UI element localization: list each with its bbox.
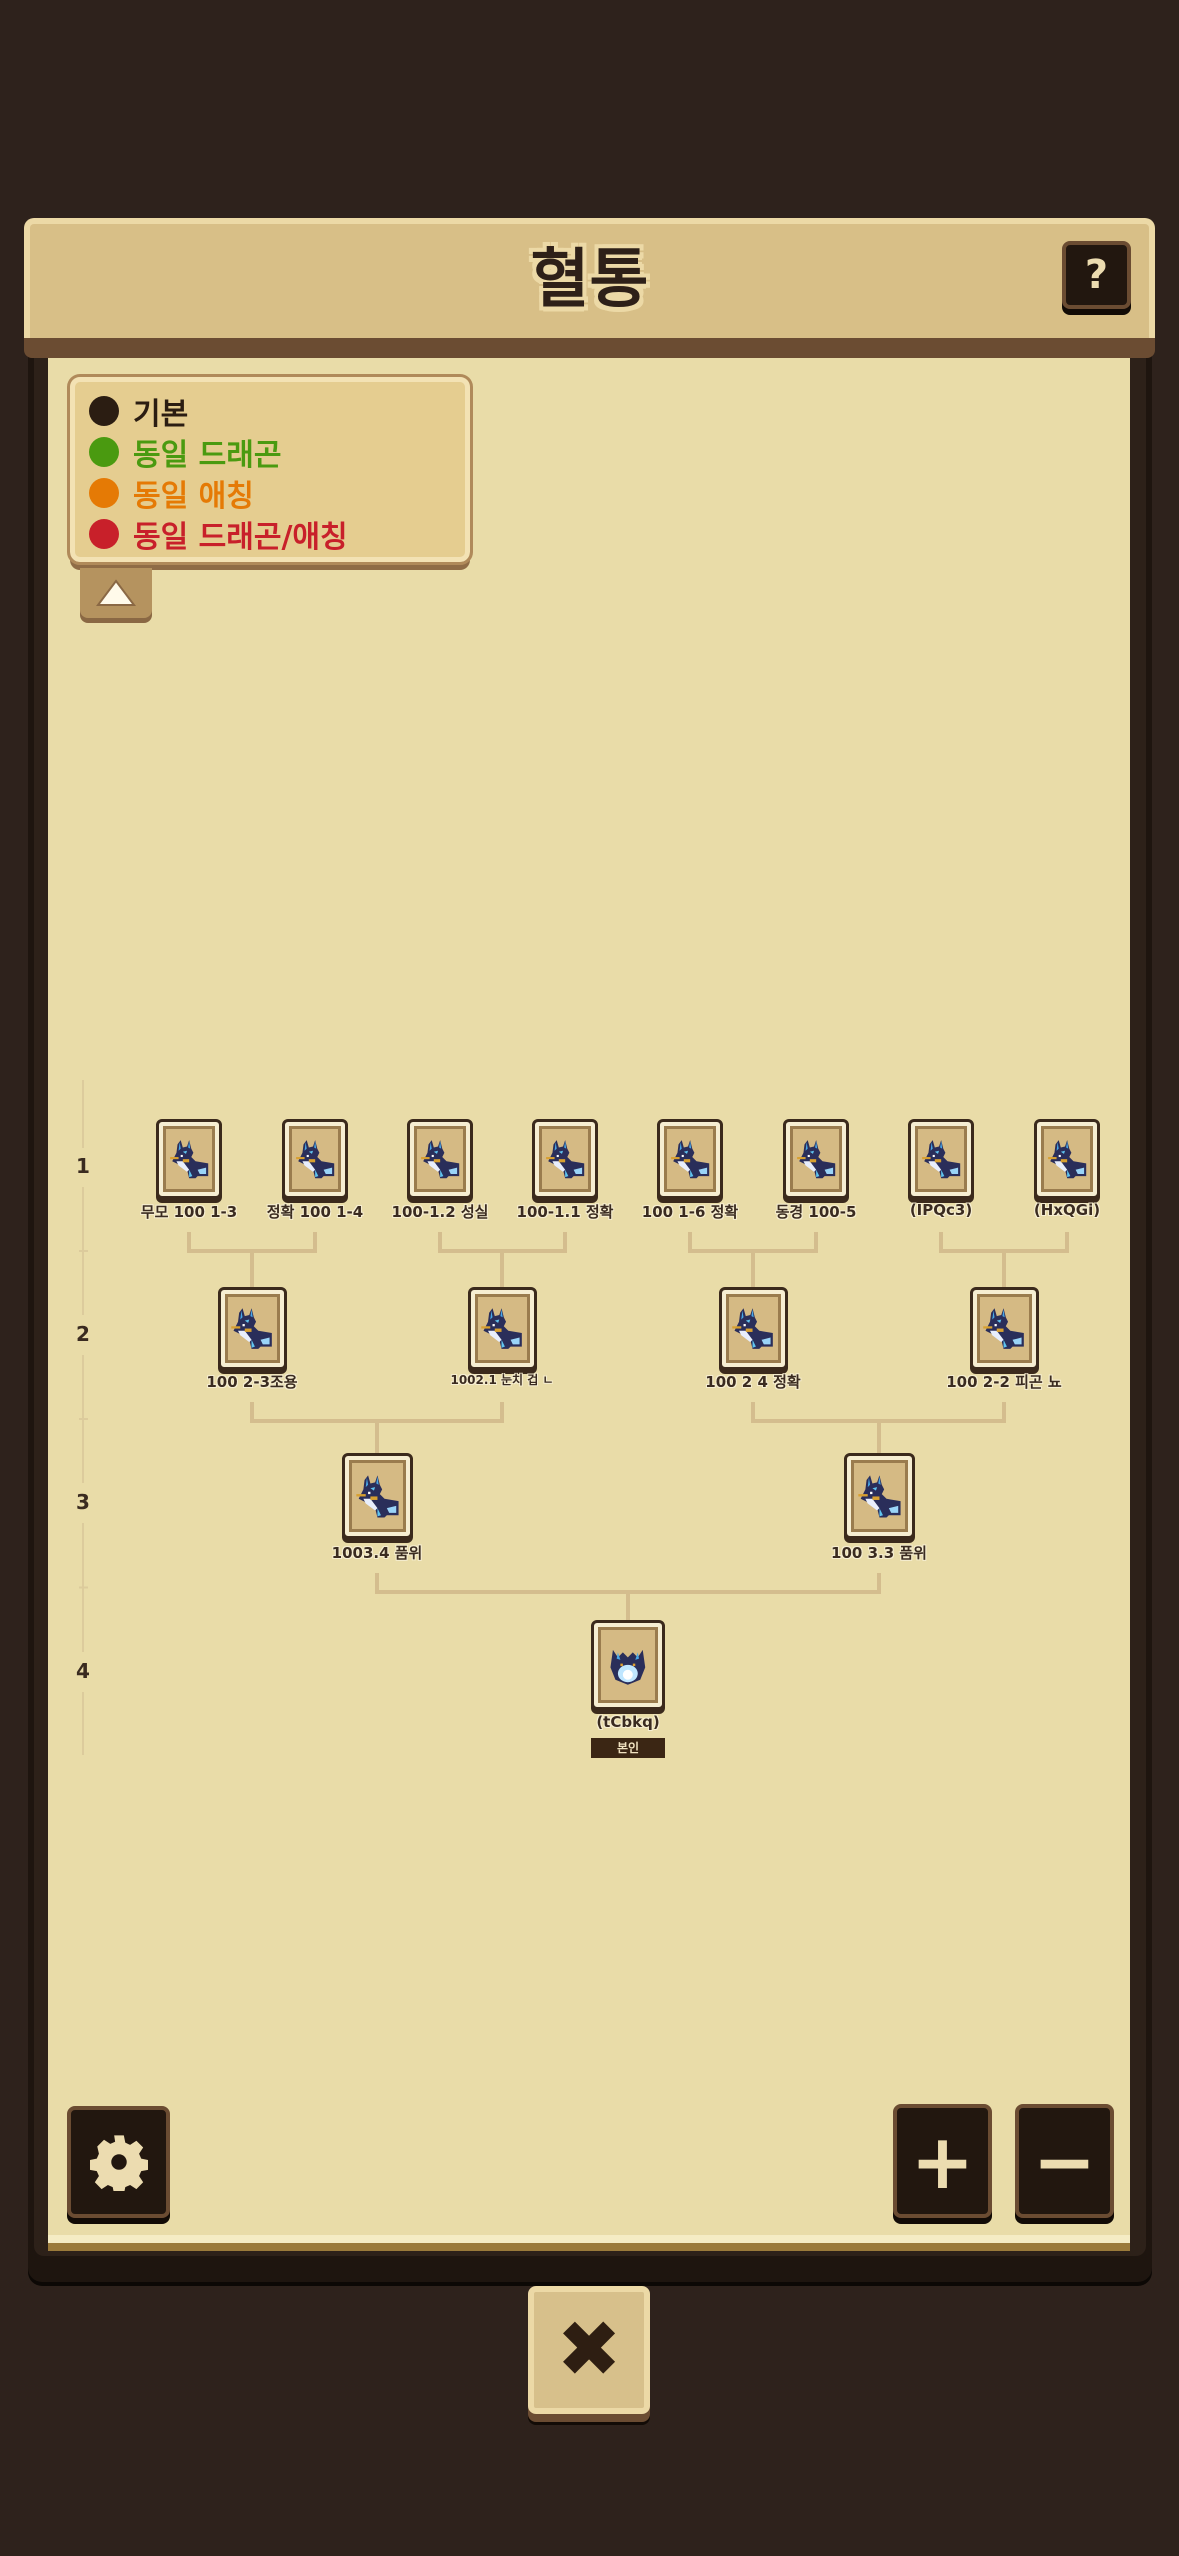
dragon-portrait — [414, 1126, 466, 1192]
dragon-portrait — [289, 1126, 341, 1192]
dragon-card[interactable] — [783, 1119, 849, 1199]
legend-item-basic: 기본 — [89, 390, 451, 432]
legend-dot-icon — [89, 518, 119, 549]
header-strip — [24, 338, 1155, 358]
dragon-portrait — [725, 1294, 781, 1363]
gear-icon — [89, 2135, 148, 2191]
dragon-name-label: 100 2-3조용 — [206, 1373, 298, 1391]
legend-item-same-both: 동일 드래곤/애칭 — [89, 513, 451, 555]
dragon-name-label: 100 2 4 정확 — [705, 1373, 801, 1391]
legend-label: 동일 드래곤/애칭 — [133, 519, 348, 555]
dragon-sprite-icon — [231, 1308, 273, 1349]
dragon-portrait — [915, 1126, 967, 1192]
dragon-card[interactable] — [969, 1287, 1039, 1370]
dragon-name-label: 100 3.3 품위 — [831, 1544, 927, 1562]
close-button[interactable]: ✖ — [528, 2286, 650, 2414]
legend-label: 기본 — [133, 396, 189, 432]
dragon-portrait — [976, 1294, 1032, 1363]
dragon-portrait — [664, 1126, 716, 1192]
dragon-name-label: 정확 100 1-4 — [266, 1203, 364, 1221]
dragon-sprite-icon — [545, 1139, 585, 1179]
dragon-portrait — [598, 1627, 658, 1703]
dragon-sprite-icon — [420, 1139, 460, 1179]
zoom-out-button[interactable]: − — [1015, 2104, 1114, 2218]
dragon-name-label: (IPQc3) — [909, 1201, 973, 1219]
dragon-card[interactable] — [467, 1287, 537, 1370]
dragon-sprite-icon — [295, 1139, 335, 1179]
dragon-sprite-icon — [670, 1139, 710, 1179]
dragon-name-label: 100 2-2 피곤 뇨 — [946, 1373, 1062, 1391]
dragon-portrait — [850, 1460, 908, 1532]
settings-button[interactable] — [67, 2106, 170, 2218]
dragon-name-label: (tCbkq) — [596, 1713, 660, 1731]
dragon-portrait — [163, 1126, 215, 1192]
dragon-sprite-icon — [1047, 1139, 1087, 1179]
zoom-in-button[interactable]: + — [893, 2104, 992, 2218]
generation-label: 4 — [76, 1659, 90, 1683]
legend-dot-icon — [89, 477, 119, 508]
legend-item-same-nickname: 동일 애칭 — [89, 472, 451, 514]
dragon-sprite-icon — [732, 1308, 774, 1349]
dragon-sprite-icon — [481, 1308, 523, 1349]
legend-label: 동일 드래곤 — [133, 437, 282, 473]
dragon-card[interactable] — [407, 1119, 473, 1199]
header-bar — [24, 218, 1155, 350]
dragon-name-label: 무모 100 1-3 — [140, 1203, 238, 1221]
dragon-name-label: 1003.4 품위 — [331, 1544, 423, 1562]
dragon-card[interactable] — [591, 1620, 665, 1710]
page-title: 혈통 — [530, 243, 649, 317]
dragon-sprite-icon — [983, 1308, 1025, 1349]
help-button[interactable]: ? — [1062, 241, 1131, 309]
dragon-card[interactable] — [156, 1119, 222, 1199]
dragon-sprite-icon — [857, 1474, 901, 1518]
dragon-portrait — [790, 1126, 842, 1192]
dragon-card[interactable] — [341, 1453, 413, 1539]
legend-dot-icon — [89, 395, 119, 426]
dragon-sprite-icon — [796, 1139, 836, 1179]
dragon-portrait — [1041, 1126, 1093, 1192]
dragon-sprite-icon — [921, 1139, 961, 1179]
generation-label: 2 — [76, 1322, 90, 1346]
dragon-portrait — [348, 1460, 406, 1532]
dragon-card[interactable] — [217, 1287, 287, 1370]
dragon-card[interactable] — [1034, 1119, 1100, 1199]
generation-label: 3 — [76, 1490, 90, 1514]
generation-label: 1 — [76, 1154, 90, 1178]
legend-item-same-dragon: 동일 드래곤 — [89, 431, 451, 473]
dragon-card[interactable] — [282, 1119, 348, 1199]
dragon-name-label: (HxQGi) — [1033, 1201, 1101, 1219]
dragon-name-label: 100-1.2 성실 — [391, 1203, 489, 1221]
dragon-sprite-icon — [169, 1139, 209, 1179]
dragon-portrait — [474, 1294, 530, 1363]
dragon-card[interactable] — [908, 1119, 974, 1199]
legend-label: 동일 애칭 — [133, 478, 254, 514]
legend-dot-icon — [89, 436, 119, 467]
dragon-portrait — [539, 1126, 591, 1192]
dragon-card[interactable] — [532, 1119, 598, 1199]
dragon-card[interactable] — [843, 1453, 915, 1539]
dragon-sprite-icon — [355, 1474, 399, 1518]
triangle-up-icon — [96, 579, 136, 606]
dragon-name-label: 100-1.1 정확 — [516, 1203, 614, 1221]
baby-dragon-sprite-icon — [610, 1650, 646, 1685]
dragon-card[interactable] — [657, 1119, 723, 1199]
self-badge: 본인 — [591, 1738, 665, 1758]
legend-box: 기본 동일 드래곤 동일 애칭 동일 드래곤/애칭 — [67, 374, 473, 565]
legend-collapse-button[interactable] — [80, 568, 152, 618]
dragon-name-label: 1002.1 눈치 겁 ㄴ — [450, 1373, 554, 1387]
dragon-card[interactable] — [718, 1287, 788, 1370]
dragon-portrait — [224, 1294, 280, 1363]
dragon-name-label: 100 1-6 정확 — [641, 1203, 739, 1221]
dragon-name-label: 동경 100-5 — [775, 1203, 857, 1221]
